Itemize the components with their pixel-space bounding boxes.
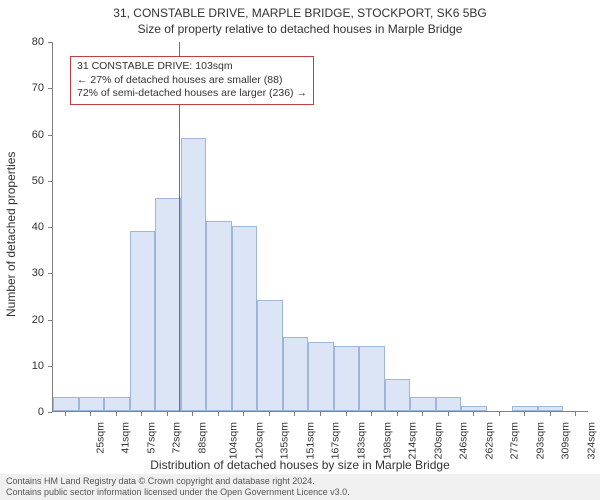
x-tick-mark — [524, 412, 525, 416]
x-tick-mark — [141, 412, 142, 416]
y-tick-mark — [48, 227, 52, 228]
x-tick-label: 88sqm — [196, 422, 208, 454]
x-tick-label: 135sqm — [279, 422, 291, 459]
y-tick-mark — [48, 366, 52, 367]
x-tick-label: 230sqm — [432, 422, 444, 459]
y-tick-label: 80 — [14, 36, 44, 48]
histogram-bar — [385, 379, 411, 411]
y-tick-mark — [48, 273, 52, 274]
footer-attribution: Contains HM Land Registry data © Crown c… — [0, 474, 600, 500]
x-tick-label: 198sqm — [381, 422, 393, 459]
histogram-bar — [206, 221, 232, 411]
x-tick-label: 120sqm — [253, 422, 265, 459]
x-tick-label: 183sqm — [355, 422, 367, 459]
chart-title-main: 31, CONSTABLE DRIVE, MARPLE BRIDGE, STOC… — [0, 6, 600, 20]
x-tick-label: 293sqm — [534, 422, 546, 459]
x-tick-label: 277sqm — [509, 422, 521, 459]
annotation-box: 31 CONSTABLE DRIVE: 103sqm ← 27% of deta… — [70, 56, 314, 105]
x-tick-mark — [243, 412, 244, 416]
x-tick-mark — [167, 412, 168, 416]
y-tick-label: 60 — [14, 129, 44, 141]
y-tick-mark — [48, 88, 52, 89]
footer-line-2: Contains public sector information licen… — [6, 487, 594, 498]
histogram-bar — [53, 397, 79, 411]
histogram-bar — [538, 406, 564, 411]
histogram-bar — [79, 397, 105, 411]
histogram-bar — [104, 397, 130, 411]
y-tick-mark — [48, 320, 52, 321]
x-tick-label: 41sqm — [120, 422, 132, 454]
histogram-bar — [308, 342, 334, 411]
x-tick-mark — [294, 412, 295, 416]
x-tick-mark — [448, 412, 449, 416]
x-tick-mark — [116, 412, 117, 416]
x-tick-mark — [422, 412, 423, 416]
x-tick-mark — [269, 412, 270, 416]
x-tick-mark — [218, 412, 219, 416]
histogram-bar — [257, 300, 283, 411]
y-tick-label: 70 — [14, 82, 44, 94]
y-tick-mark — [48, 42, 52, 43]
x-tick-label: 262sqm — [483, 422, 495, 459]
histogram-bar — [181, 138, 207, 411]
histogram-bar — [130, 231, 156, 411]
y-tick-label: 50 — [14, 175, 44, 187]
x-tick-mark — [499, 412, 500, 416]
property-size-chart: 31, CONSTABLE DRIVE, MARPLE BRIDGE, STOC… — [0, 0, 600, 500]
chart-title-sub: Size of property relative to detached ho… — [0, 22, 600, 36]
histogram-bar — [334, 346, 360, 411]
y-tick-label: 0 — [14, 406, 44, 418]
x-tick-label: 167sqm — [330, 422, 342, 459]
x-tick-label: 72sqm — [171, 422, 183, 454]
histogram-bar — [436, 397, 462, 411]
histogram-bar — [461, 406, 487, 411]
y-tick-mark — [48, 181, 52, 182]
y-tick-label: 40 — [14, 221, 44, 233]
x-tick-label: 25sqm — [94, 422, 106, 454]
footer-line-1: Contains HM Land Registry data © Crown c… — [6, 476, 594, 487]
x-tick-label: 324sqm — [585, 422, 597, 459]
histogram-bar — [232, 226, 258, 411]
y-tick-mark — [48, 412, 52, 413]
x-tick-mark — [65, 412, 66, 416]
x-tick-mark — [90, 412, 91, 416]
x-tick-mark — [346, 412, 347, 416]
x-tick-label: 246sqm — [457, 422, 469, 459]
x-axis-label: Distribution of detached houses by size … — [0, 458, 600, 472]
histogram-bar — [410, 397, 436, 411]
annotation-line-2: ← 27% of detached houses are smaller (88… — [77, 74, 307, 88]
annotation-line-1: 31 CONSTABLE DRIVE: 103sqm — [77, 60, 307, 74]
histogram-bar — [155, 198, 181, 411]
histogram-bar — [512, 406, 538, 411]
y-tick-label: 30 — [14, 267, 44, 279]
y-tick-mark — [48, 135, 52, 136]
x-tick-mark — [550, 412, 551, 416]
x-tick-mark — [320, 412, 321, 416]
x-tick-mark — [575, 412, 576, 416]
y-tick-label: 10 — [14, 360, 44, 372]
annotation-line-3: 72% of semi-detached houses are larger (… — [77, 87, 307, 101]
histogram-bar — [283, 337, 309, 411]
x-tick-label: 151sqm — [304, 422, 316, 459]
y-tick-label: 20 — [14, 314, 44, 326]
x-tick-mark — [397, 412, 398, 416]
x-tick-label: 214sqm — [406, 422, 418, 459]
x-tick-mark — [192, 412, 193, 416]
x-tick-label: 309sqm — [560, 422, 572, 459]
x-tick-label: 57sqm — [145, 422, 157, 454]
histogram-bar — [359, 346, 385, 411]
x-tick-mark — [473, 412, 474, 416]
x-tick-mark — [371, 412, 372, 416]
x-tick-label: 104sqm — [228, 422, 240, 459]
